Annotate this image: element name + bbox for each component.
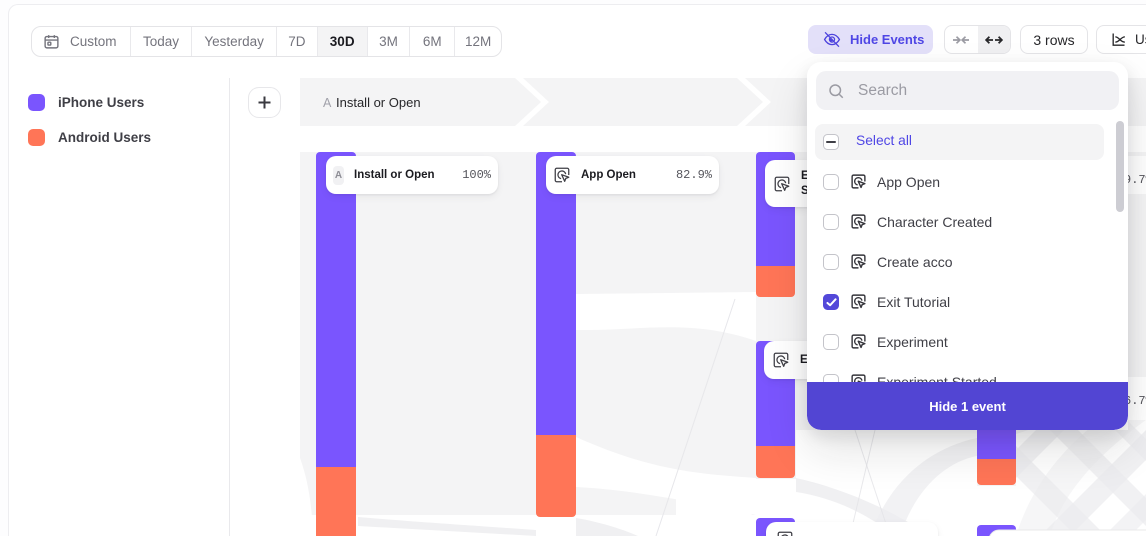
svg-text:6.7%: 6.7% — [1124, 394, 1146, 408]
svg-text:Install or Open: Install or Open — [336, 95, 421, 110]
svg-text:9.7%: 9.7% — [1124, 173, 1146, 187]
svg-text:A: A — [323, 96, 332, 110]
